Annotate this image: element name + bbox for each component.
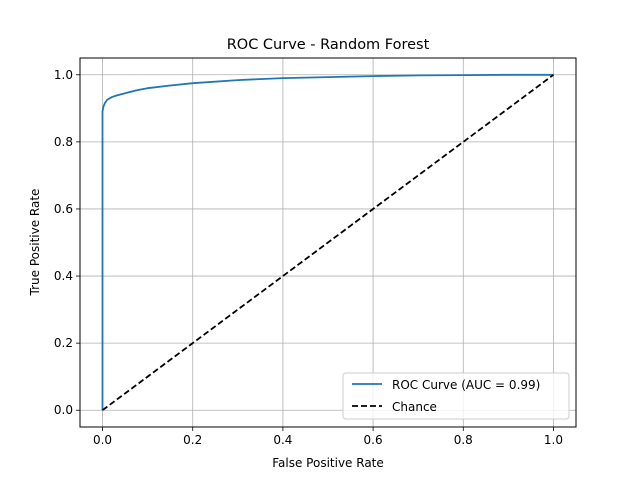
plot-series [101, 73, 555, 411]
chart-title: ROC Curve - Random Forest [227, 37, 430, 53]
x-tick-label: 1.0 [544, 433, 563, 447]
x-tick-label: 0.8 [454, 433, 473, 447]
legend-roc-label: ROC Curve (AUC = 0.99) [392, 378, 540, 392]
y-tick-label: 0.6 [54, 202, 73, 216]
axis-ticks: 0.0 0.2 0.4 0.6 0.8 1.0 0.0 0.2 0.4 0.6 0.8 1.0 [54, 68, 563, 447]
y-tick-label: 0.0 [54, 403, 73, 417]
x-tick-label: 0.2 [183, 433, 202, 447]
grid-lines [80, 58, 576, 427]
chance-line [101, 74, 555, 411]
y-tick-label: 0.2 [54, 336, 73, 350]
plot-frame [79, 57, 577, 428]
roc-curve-line [101, 73, 554, 411]
x-axis-label: False Positive Rate [272, 456, 384, 470]
y-tick-label: 1.0 [54, 68, 73, 82]
y-tick-label: 0.4 [54, 269, 73, 283]
x-tick-label: 0.4 [273, 433, 292, 447]
y-tick-label: 0.8 [54, 135, 73, 149]
y-axis-label: True Positive Rate [28, 189, 42, 297]
x-tick-label: 0.0 [93, 433, 112, 447]
legend: ROC Curve (AUC = 0.99) Chance [342, 372, 570, 420]
legend-chance-label: Chance [392, 400, 437, 414]
x-tick-label: 0.6 [364, 433, 383, 447]
